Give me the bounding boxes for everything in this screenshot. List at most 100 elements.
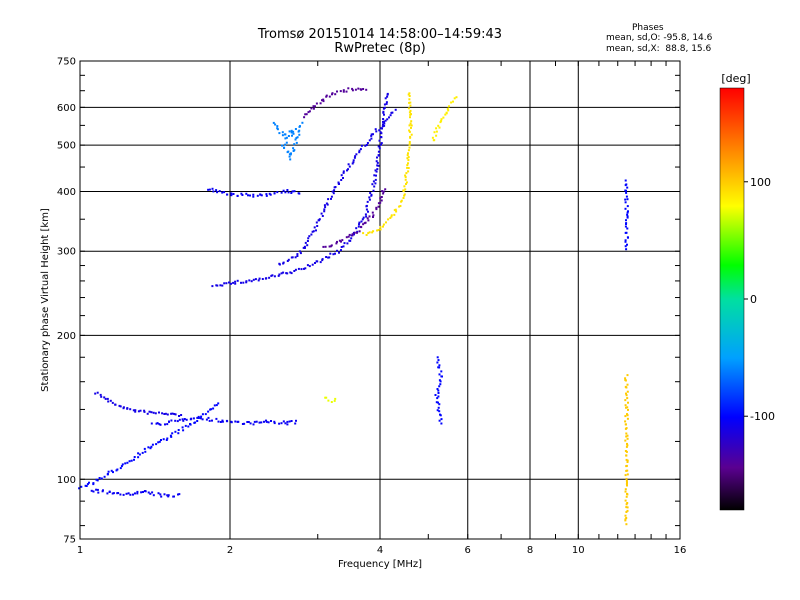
echo-point	[385, 102, 388, 105]
echo-point	[134, 492, 136, 495]
echo-point	[141, 451, 144, 454]
echo-point	[340, 240, 342, 243]
echo-point	[374, 128, 377, 131]
echo-point	[287, 258, 290, 261]
echo-point	[304, 241, 307, 244]
echo-point	[142, 491, 144, 493]
echo-point	[159, 493, 162, 496]
echo-point	[315, 229, 317, 232]
echo-point	[358, 223, 360, 226]
echo-point	[156, 422, 159, 425]
echo-point	[438, 385, 441, 388]
echo-point	[386, 92, 389, 95]
echo-point	[410, 124, 413, 127]
echo-point	[626, 205, 629, 208]
echo-point	[626, 397, 629, 400]
echo-point	[192, 417, 195, 420]
echo-point	[292, 132, 295, 135]
echo-point	[625, 392, 627, 395]
echo-point	[287, 191, 290, 194]
echo-point	[164, 412, 167, 415]
echo-point	[437, 401, 439, 404]
echo-point	[627, 210, 629, 213]
echo-point	[313, 226, 316, 229]
echo-point	[306, 240, 309, 242]
echo-point	[278, 132, 281, 135]
echo-point	[245, 281, 248, 284]
echo-point	[165, 439, 168, 441]
echo-point	[125, 492, 128, 495]
echo-point	[290, 272, 293, 275]
echo-point	[410, 126, 412, 129]
echo-point	[234, 280, 237, 283]
echo-point	[284, 133, 287, 136]
echo-point	[310, 107, 313, 110]
y-tick-label: 300	[57, 247, 76, 258]
echo-point	[230, 421, 233, 424]
echo-point	[437, 389, 440, 392]
echo-point	[378, 139, 381, 142]
echo-point	[394, 108, 397, 111]
echo-point	[625, 191, 628, 194]
echo-point	[345, 90, 348, 93]
echo-point	[438, 410, 441, 413]
echo-point	[348, 233, 351, 236]
echo-point	[95, 478, 98, 481]
echo-point	[96, 479, 99, 482]
echo-point	[343, 242, 346, 245]
echo-point	[261, 278, 264, 280]
echo-point	[219, 284, 222, 287]
echo-point	[444, 113, 447, 116]
echo-point	[625, 189, 627, 192]
echo-point	[299, 125, 301, 128]
echo-point	[377, 154, 380, 157]
echo-point	[359, 225, 362, 228]
y-axis-label: Stationary phase Virtual Height [km]	[40, 208, 51, 392]
echo-point	[362, 88, 365, 90]
echo-point	[626, 243, 628, 246]
echo-point	[226, 193, 229, 196]
echo-point	[437, 366, 440, 369]
echo-point	[440, 418, 443, 421]
echo-point	[440, 119, 443, 122]
echo-point	[374, 182, 377, 185]
echo-point	[406, 157, 409, 160]
echo-point	[405, 181, 408, 184]
echo-point	[407, 159, 410, 162]
echo-point	[440, 118, 443, 121]
echo-point	[97, 491, 100, 494]
echo-point	[252, 423, 255, 426]
echo-point	[315, 221, 318, 224]
echo-point	[368, 198, 371, 201]
echo-point	[365, 234, 368, 236]
echo-point	[136, 490, 139, 493]
echo-point	[103, 475, 106, 478]
echo-point	[178, 493, 181, 496]
y-tick-label: 100	[57, 475, 76, 486]
echo-point	[433, 139, 436, 142]
echo-point	[257, 279, 260, 282]
echo-point	[80, 485, 83, 488]
echo-point	[626, 227, 629, 230]
echo-point	[304, 267, 307, 270]
echo-point	[627, 236, 629, 239]
echo-point	[380, 127, 383, 130]
echo-point	[400, 199, 403, 202]
echo-point	[320, 212, 323, 215]
echo-point	[374, 169, 377, 172]
echo-point	[237, 420, 240, 423]
echo-point	[352, 159, 355, 162]
echo-point	[211, 187, 214, 190]
echo-point	[626, 383, 629, 386]
echo-point	[335, 242, 338, 245]
echo-point	[92, 490, 95, 493]
echo-point	[350, 237, 353, 240]
x-tick-label: 4	[377, 545, 383, 556]
echo-point	[626, 213, 629, 216]
echo-point	[147, 491, 150, 494]
echo-point	[286, 423, 289, 426]
echo-point	[276, 191, 279, 194]
echo-point	[260, 421, 263, 424]
echo-point	[362, 223, 365, 226]
echo-point	[404, 178, 407, 181]
